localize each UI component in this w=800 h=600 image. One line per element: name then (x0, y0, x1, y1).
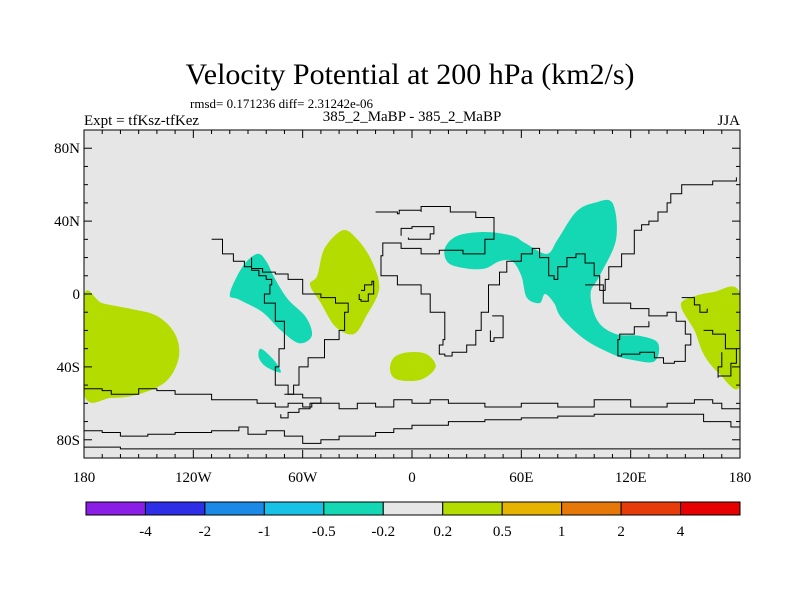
coastline-segment (400, 226, 435, 240)
coastline-segment (489, 315, 504, 342)
colorbar-swatch (323, 501, 384, 516)
map-plot-area (83, 129, 741, 459)
colorbar-label: -0.2 (371, 524, 395, 540)
positive-anomaly-east-pacific (680, 286, 740, 390)
x-tick-label: 0 (408, 470, 416, 486)
experiment-label: Expt = tfKsz-tfKez (84, 113, 199, 129)
colorbar-label: 4 (677, 524, 685, 540)
coastline-segment (84, 446, 740, 450)
x-tick-label: 60E (509, 470, 533, 486)
coastline-segment (280, 393, 322, 419)
stats-label: rmsd= 0.171236 diff= 2.31242e-06 (190, 96, 374, 111)
negative-anomaly-caribbean (229, 253, 313, 344)
y-tick-label: 80N (54, 141, 80, 157)
x-axis: 180 120W 60W 0 60E 120E 180 (73, 130, 752, 486)
y-tick-label: 0 (73, 287, 81, 303)
coastline-segment (375, 177, 737, 357)
colorbar-swatch (501, 501, 563, 516)
positive-anomaly-south-atlantic (389, 351, 436, 382)
colorbar-swatch (620, 501, 682, 516)
colorbar-label: -4 (139, 524, 152, 540)
colorbar-label: -2 (199, 524, 212, 540)
x-tick-label: 120E (615, 470, 647, 486)
coastline-segment (681, 297, 708, 313)
chart-title: Velocity Potential at 200 hPa (km2/s) (185, 58, 634, 91)
y-axis: 80N 40N 0 40S 80S (54, 141, 740, 449)
colorbar-label: 0.2 (433, 524, 452, 540)
x-tick-label: 180 (73, 470, 96, 486)
colorbar-swatch (442, 501, 503, 516)
y-tick-label: 40N (54, 214, 80, 230)
colorbar-swatch (382, 501, 444, 516)
x-tick-label: 120W (175, 470, 213, 486)
colorbar-swatch (680, 501, 741, 516)
coastline-segment (585, 284, 692, 364)
colorbar-swatch (561, 501, 622, 516)
colorbar-label: -1 (258, 524, 271, 540)
season-label: JJA (717, 113, 740, 129)
comparison-label: 385_2_MaBP - 385_2_MaBP (323, 109, 502, 125)
colorbar-swatch (263, 501, 325, 516)
positive-anomaly-central-atlantic (309, 229, 380, 335)
colorbar-label: 1 (558, 524, 566, 540)
coastline-segment (84, 388, 740, 410)
colorbar: -4 -2 -1 -0.5 -0.2 0.2 0.5 1 2 4 (85, 501, 741, 540)
coastline-segment (703, 329, 737, 378)
coastline-segment (211, 238, 349, 395)
y-tick-label: 80S (57, 433, 80, 449)
coastlines (84, 177, 740, 450)
coastline-segment (84, 413, 740, 444)
x-tick-label: 60W (288, 470, 318, 486)
colorbar-swatch (85, 501, 146, 516)
map-background (84, 130, 740, 458)
colorbar-label: -0.5 (312, 524, 336, 540)
x-tick-label: 180 (729, 470, 752, 486)
colorbar-swatch (144, 501, 206, 516)
y-tick-label: 40S (57, 360, 80, 376)
coastline-segment (358, 280, 375, 302)
colorbar-label: 2 (617, 524, 625, 540)
colorbar-label: 0.5 (493, 524, 512, 540)
positive-anomaly-west-pacific (84, 290, 180, 403)
colorbar-swatch (204, 501, 265, 516)
negative-anomaly-north-africa (444, 199, 660, 363)
anomaly-regions (84, 199, 740, 403)
